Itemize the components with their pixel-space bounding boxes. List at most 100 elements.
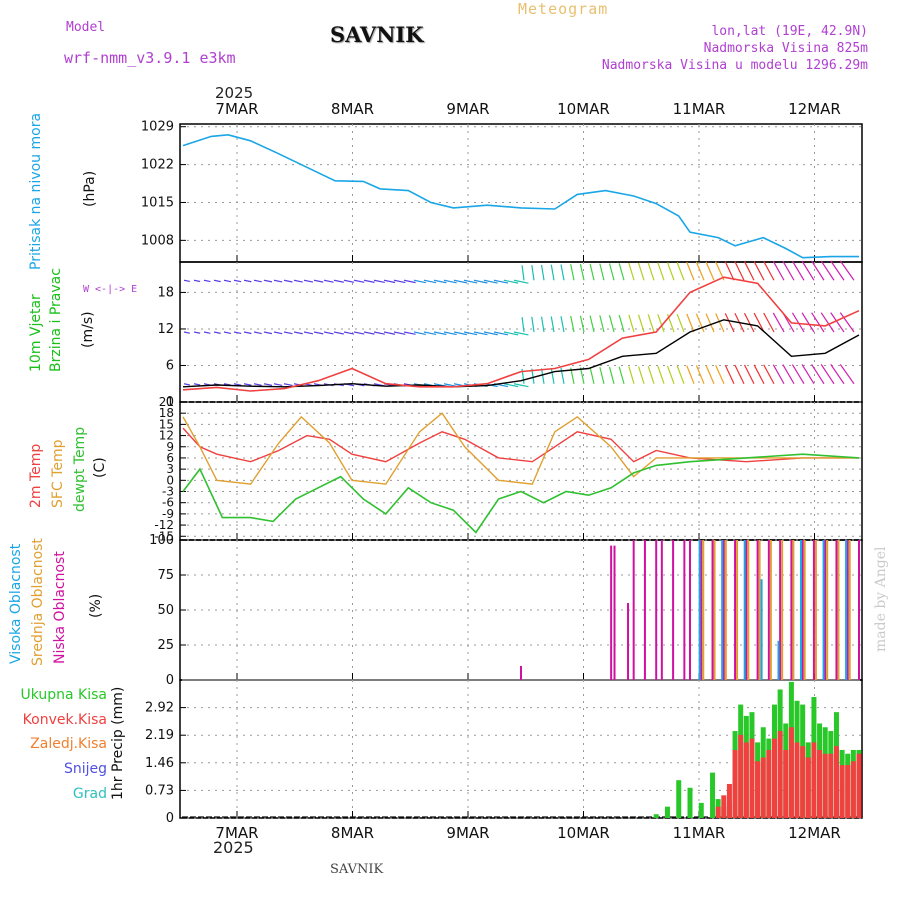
- wind-arrow: [628, 262, 635, 281]
- y-tick-label: 18: [159, 406, 174, 420]
- wind-arrow: [383, 331, 396, 335]
- low-cloud-title: Niska Oblacnost: [52, 551, 68, 664]
- wind-arrow: [353, 383, 365, 387]
- y-tick-label: 18: [157, 285, 174, 300]
- precip-bar: [676, 780, 682, 818]
- wind-arrow: [715, 364, 725, 384]
- x-tick-label-bottom: 9MAR: [446, 824, 489, 842]
- wind-arrow: [283, 331, 293, 335]
- legend-snow: Snijeg: [63, 761, 107, 777]
- wind-arrow: [433, 383, 447, 387]
- sfc-title: SFC Temp: [50, 439, 66, 508]
- wind-arrow: [618, 263, 625, 281]
- wind-arrow: [343, 331, 355, 335]
- precip-bar: [856, 749, 862, 818]
- wind-arrow: [589, 263, 595, 281]
- wind-gust-line: [182, 276, 860, 392]
- wind-arrow: [253, 383, 262, 386]
- precip-bar: [766, 749, 772, 818]
- page-title: SAVNIK: [330, 22, 424, 47]
- wind-direction-legend: W <-|-> E: [83, 284, 138, 295]
- y-tick-label: -15: [154, 529, 174, 543]
- wind-arrow: [183, 331, 190, 334]
- bottom-year: 2025: [213, 838, 254, 857]
- panel-frame: [179, 261, 863, 403]
- precip-bar: [811, 697, 817, 818]
- precip-bar: [800, 746, 806, 818]
- wind-arrow: [811, 260, 825, 281]
- wind-arrow: [253, 331, 262, 335]
- wind-arrow: [801, 260, 815, 281]
- wind-arrow: [743, 312, 755, 333]
- footer-station: SAVNIK: [330, 862, 384, 877]
- precip-bar: [772, 704, 777, 818]
- cloud-ylabel: (%): [88, 593, 104, 618]
- wind-arrow: [193, 279, 201, 283]
- wind-arrow: [763, 312, 775, 333]
- wind-arrow: [333, 279, 344, 283]
- y-tick-label: 1008: [141, 233, 174, 248]
- precip-bar: [738, 704, 744, 818]
- wind-arrow: [263, 331, 273, 335]
- precip-bar: [738, 734, 744, 818]
- precip-bar: [749, 712, 755, 818]
- wind-arrow: [243, 331, 252, 335]
- wind-arrow: [579, 315, 585, 333]
- y-tick-label: 3: [166, 462, 174, 476]
- precip-bar: [664, 806, 670, 818]
- wind-arrow: [753, 312, 765, 333]
- wind-arrow: [453, 331, 468, 336]
- wind-arrow: [570, 367, 575, 384]
- wind-arrow: [463, 279, 478, 284]
- precip-bar: [715, 806, 721, 818]
- precip-bar: [743, 742, 749, 818]
- wind-arrow: [383, 383, 396, 387]
- wind-arrow: [531, 368, 535, 384]
- wind-arrow: [628, 366, 635, 384]
- wind-arrow: [521, 265, 525, 281]
- y-tick-label: 1029: [141, 120, 174, 135]
- x-tick-label-top: 10MAR: [557, 100, 610, 118]
- precip-bar: [817, 723, 823, 818]
- wind-title-2: Brzina i Pravac: [48, 268, 64, 372]
- wind-arrow: [782, 260, 795, 281]
- precip-bar: [833, 746, 839, 818]
- wind-arrow: [772, 364, 785, 385]
- wind-arrow: [724, 313, 735, 333]
- wind-arrow: [263, 279, 273, 283]
- wind-arrow: [791, 364, 805, 385]
- y-tick-label: 50: [157, 603, 174, 618]
- wind-arrow: [223, 383, 232, 386]
- wind-arrow: [303, 331, 314, 335]
- wind-arrow: [637, 366, 645, 384]
- wind-arrow: [313, 383, 324, 387]
- wind-arrow: [513, 279, 529, 284]
- wind-arrow: [618, 314, 625, 333]
- wind-arrow: [403, 279, 416, 284]
- precip-bar: [822, 753, 828, 818]
- wind-arrow: [599, 366, 605, 384]
- wind-arrow: [531, 265, 535, 281]
- wind-arrow: [393, 383, 406, 387]
- precip-bar: [800, 704, 806, 818]
- precip-bar: [777, 731, 783, 818]
- wind-arrow: [453, 383, 468, 387]
- wind-arrow: [473, 383, 488, 388]
- x-tick-label-bottom: 8MAR: [331, 824, 374, 842]
- top-year: 2025: [215, 84, 254, 102]
- wind-arrow: [695, 365, 705, 384]
- precip-bar: [760, 757, 766, 818]
- wind-arrow: [213, 279, 221, 283]
- wind-arrow: [801, 312, 815, 333]
- wind-arrow: [273, 383, 283, 386]
- wind-arrow: [820, 364, 835, 385]
- wind-arrow: [540, 264, 545, 281]
- precip-bar: [749, 738, 755, 818]
- wind-arrow: [313, 331, 324, 335]
- precip-bar: [760, 727, 766, 818]
- wind-arrow: [363, 279, 375, 283]
- wind-arrow: [293, 331, 303, 335]
- wind-arrow: [343, 383, 355, 387]
- wind-arrow: [666, 365, 675, 384]
- y-tick-label: -12: [154, 518, 174, 532]
